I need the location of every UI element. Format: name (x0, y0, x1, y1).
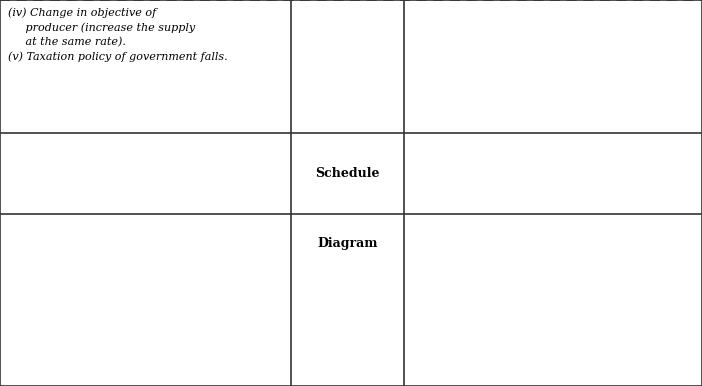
Text: Q₁: Q₁ (596, 359, 609, 368)
Text: Price: Price (9, 273, 18, 300)
Text: S: S (479, 341, 486, 350)
Text: Quantity Supplied: Quantity Supplied (518, 374, 623, 384)
Text: S: S (669, 217, 676, 226)
Text: (iv) Change in objective of
     producer (increase the supply
     at the same : (iv) Change in objective of producer (in… (8, 8, 228, 63)
Text: S₁: S₁ (268, 223, 279, 232)
Text: Q: Q (139, 359, 147, 368)
Text: S: S (204, 217, 211, 226)
Text: P: P (33, 276, 40, 284)
Text: O: O (34, 356, 42, 366)
Text: P₁: P₁ (432, 263, 444, 272)
Text: P: P (437, 289, 444, 298)
Text: Diagram: Diagram (317, 237, 378, 251)
Text: Quantity Supplied: Quantity Supplied (114, 374, 219, 384)
Text: O: O (437, 356, 446, 366)
Text: Q₁: Q₁ (185, 359, 197, 368)
Text: Price: Price (413, 273, 422, 300)
Text: Q: Q (557, 359, 565, 368)
Text: S₁: S₁ (89, 344, 100, 352)
Text: S: S (75, 334, 82, 344)
Text: Schedule: Schedule (315, 167, 380, 180)
